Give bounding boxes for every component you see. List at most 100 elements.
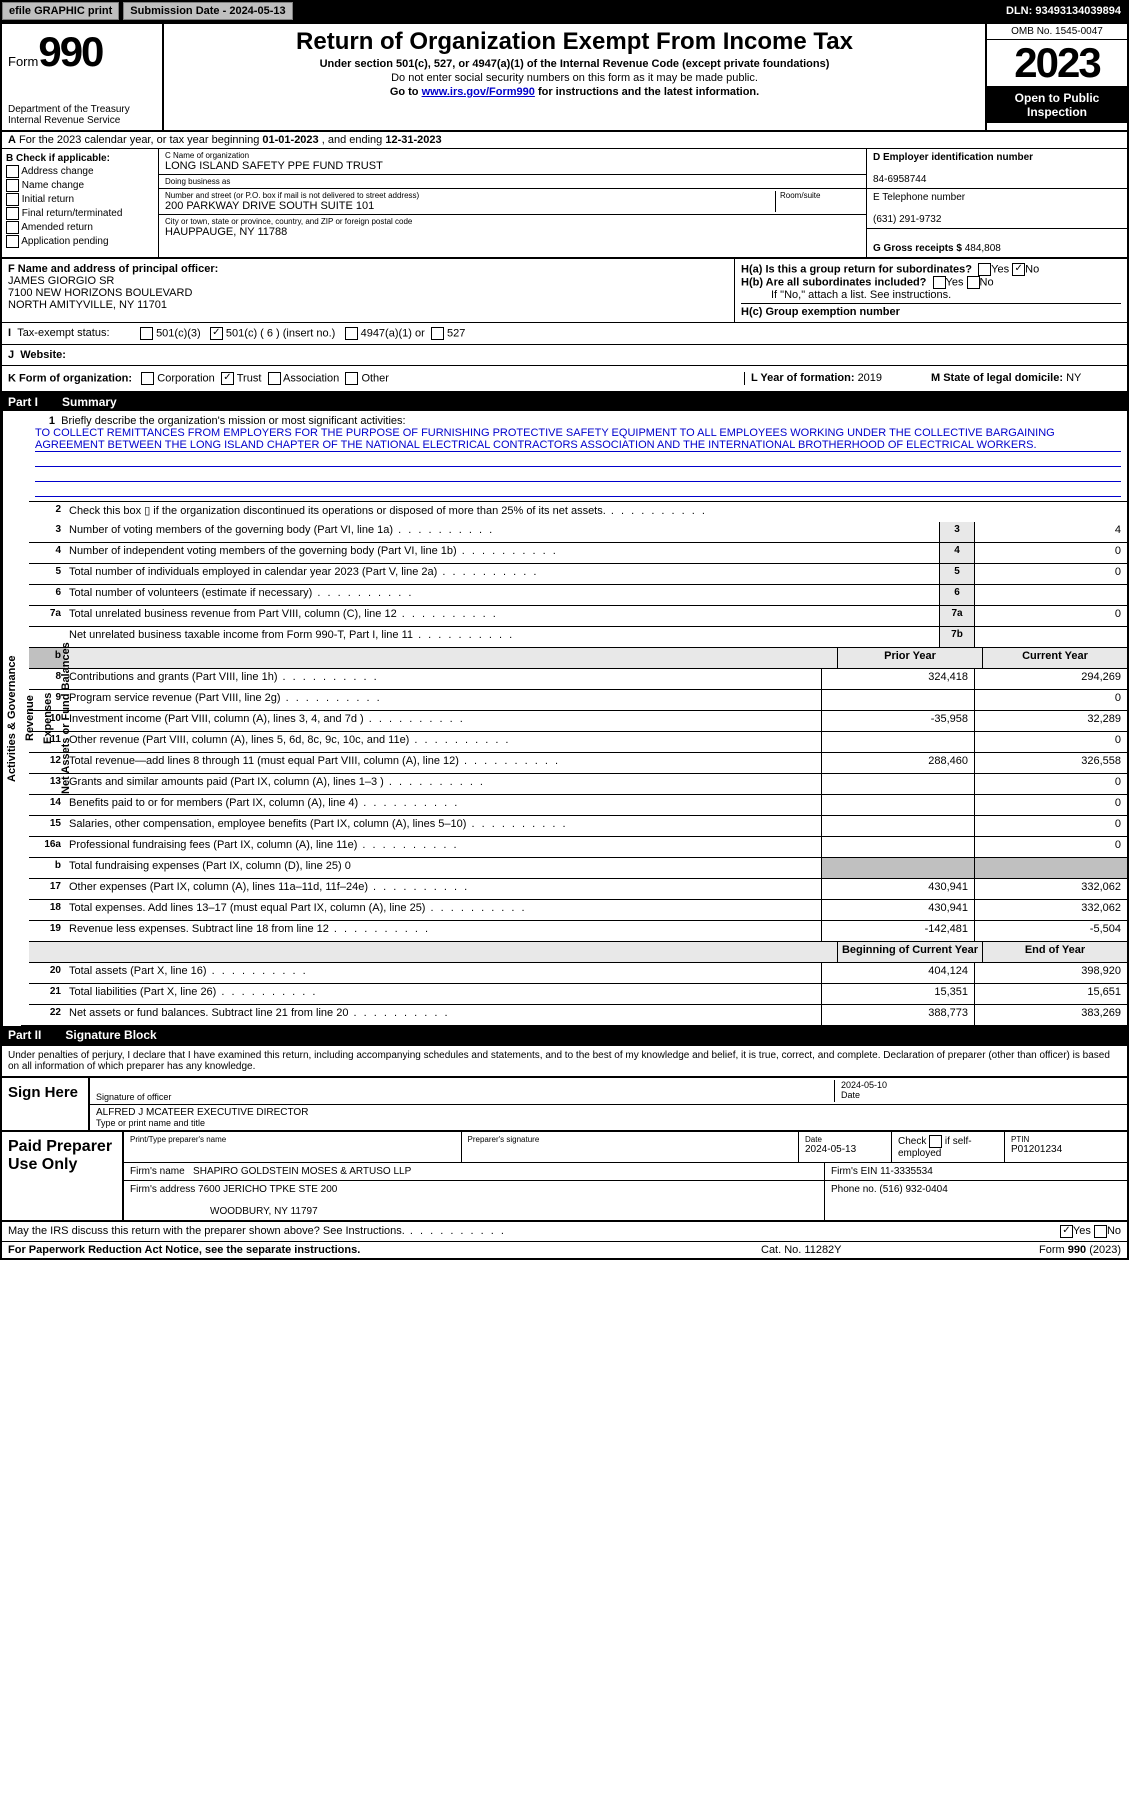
hb-note: If "No," attach a list. See instructions… [741, 289, 1121, 301]
ptin: P01201234 [1011, 1144, 1121, 1155]
line-amt [974, 627, 1127, 647]
line-boxnum: 5 [939, 564, 974, 584]
line-amt: 0 [974, 606, 1127, 626]
line-prior: 404,124 [821, 963, 974, 983]
line-current: -5,504 [974, 921, 1127, 941]
line-current: 32,289 [974, 711, 1127, 731]
c-dba-label: Doing business as [165, 177, 860, 186]
chk-name-change[interactable]: Name change [6, 179, 154, 192]
line-current: 0 [974, 732, 1127, 752]
line-boxnum: 6 [939, 585, 974, 605]
line-prior [821, 858, 974, 878]
line-current [974, 858, 1127, 878]
chk-trust[interactable]: ✓ [221, 372, 234, 385]
sign-row2: ALFRED J MCATEER EXECUTIVE DIRECTOR Type… [90, 1105, 1127, 1130]
tab-net: Net Assets or Fund Balances [57, 411, 75, 1026]
line-current: 0 [974, 774, 1127, 794]
dept-label: Department of the Treasury Internal Reve… [8, 104, 156, 126]
line-22: 22Net assets or fund balances. Subtract … [29, 1005, 1127, 1026]
mission-text: TO COLLECT REMITTANCES FROM EMPLOYERS FO… [35, 427, 1121, 452]
c-city-label: City or town, state or province, country… [165, 217, 860, 226]
chk-527[interactable] [431, 327, 444, 340]
mission-prompt: Briefly describe the organization's miss… [61, 415, 405, 427]
dln: DLN: 93493134039894 [1006, 5, 1127, 17]
col-de: D Employer identification number 84-6958… [866, 149, 1127, 257]
line-desc: Salaries, other compensation, employee b… [65, 816, 821, 836]
line-prior: 288,460 [821, 753, 974, 773]
line-prior [821, 690, 974, 710]
line-amt: 4 [974, 522, 1127, 542]
line-current: 332,062 [974, 879, 1127, 899]
discuss-yes[interactable]: ✓ [1060, 1225, 1073, 1238]
chk-app-pending[interactable]: Application pending [6, 235, 154, 248]
chk-amended[interactable]: Amended return [6, 221, 154, 234]
submission-date: 2024-05-13 [229, 5, 285, 17]
col-h: H(a) Is this a group return for subordin… [735, 259, 1127, 322]
chk-address-change[interactable]: Address change [6, 165, 154, 178]
line-16a: 16aProfessional fundraising fees (Part I… [29, 837, 1127, 858]
line-desc: Revenue less expenses. Subtract line 18 … [65, 921, 821, 941]
ha-no[interactable]: ✓ [1012, 263, 1025, 276]
chk-self-emp[interactable] [929, 1135, 942, 1148]
line-20: 20Total assets (Part X, line 16)404,1243… [29, 963, 1127, 984]
opt-addr: Address change [21, 166, 93, 177]
ssn-warning: Do not enter social security numbers on … [170, 72, 979, 84]
discuss-no[interactable] [1094, 1225, 1107, 1238]
chk-final-return[interactable]: Final return/terminated [6, 207, 154, 220]
mission-line3 [35, 467, 1121, 482]
l-val: 2019 [858, 372, 882, 384]
gross-value: 484,808 [965, 243, 1001, 254]
row-j: J Website: [2, 345, 1127, 365]
row-a-mid: , and ending [319, 134, 386, 146]
paid-h1: Print/Type preparer's name [130, 1135, 455, 1144]
hb-no[interactable] [967, 276, 980, 289]
page-title: Return of Organization Exempt From Incom… [170, 28, 979, 56]
dln-value: 93493134039894 [1035, 5, 1121, 17]
firm-ein: 11-3335534 [880, 1166, 933, 1177]
line-b: bTotal fundraising expenses (Part IX, co… [29, 858, 1127, 879]
line-current: 326,558 [974, 753, 1127, 773]
paid-h3: Date [805, 1135, 885, 1144]
col-end: End of Year [982, 942, 1127, 962]
firm-label: Firm's name [130, 1166, 185, 1177]
opt-initial: Initial return [22, 194, 74, 205]
hb-label: H(b) Are all subordinates included? [741, 276, 926, 288]
d-label: D Employer identification number [873, 152, 1033, 163]
sign-date-label: Date [841, 1090, 1121, 1100]
opt-final: Final return/terminated [22, 208, 123, 219]
chk-initial-return[interactable]: Initial return [6, 193, 154, 206]
chk-501c3[interactable] [140, 327, 153, 340]
line-15: 15Salaries, other compensation, employee… [29, 816, 1127, 837]
discuss-text: May the IRS discuss this return with the… [8, 1225, 1060, 1238]
hb-no-label: No [980, 276, 994, 288]
chk-4947[interactable] [345, 327, 358, 340]
line-desc: Total unrelated business revenue from Pa… [65, 606, 939, 626]
line-desc: Benefits paid to or for members (Part IX… [65, 795, 821, 815]
row-a-pre: For the 2023 calendar year, or tax year … [19, 134, 262, 146]
col-f: F Name and address of principal officer:… [2, 259, 735, 322]
net-header: Beginning of Current Year End of Year [29, 942, 1127, 963]
chk-501c[interactable]: ✓ [210, 327, 223, 340]
chk-assoc[interactable] [268, 372, 281, 385]
irs-link[interactable]: www.irs.gov/Form990 [422, 86, 535, 98]
hb-yes[interactable] [933, 276, 946, 289]
chk-other[interactable] [345, 372, 358, 385]
discuss-row: May the IRS discuss this return with the… [2, 1222, 1127, 1242]
col-begin: Beginning of Current Year [837, 942, 982, 962]
org-city: HAUPPAUGE, NY 11788 [165, 226, 860, 238]
line-19: 19Revenue less expenses. Subtract line 1… [29, 921, 1127, 942]
chk-corp[interactable] [141, 372, 154, 385]
c-city-row: City or town, state or province, country… [159, 215, 866, 240]
efile-print-button[interactable]: efile GRAPHIC print [2, 2, 119, 20]
paid-label: Paid Preparer Use Only [2, 1132, 124, 1220]
topbar: efile GRAPHIC print Submission Date - 20… [0, 0, 1129, 22]
line-prior: -142,481 [821, 921, 974, 941]
org-name: LONG ISLAND SAFETY PPE FUND TRUST [165, 160, 860, 172]
ha-yes[interactable] [978, 263, 991, 276]
paid-row1: Print/Type preparer's name Preparer's si… [124, 1132, 1127, 1163]
line-desc: Number of voting members of the governin… [65, 522, 939, 542]
summary-lines: 1 Briefly describe the organization's mi… [29, 411, 1127, 1026]
inspection-badge: Open to Public Inspection [987, 87, 1127, 123]
c-addr-row: Number and street (or P.O. box if mail i… [159, 189, 866, 215]
submission-date-button[interactable]: Submission Date - 2024-05-13 [123, 2, 292, 20]
